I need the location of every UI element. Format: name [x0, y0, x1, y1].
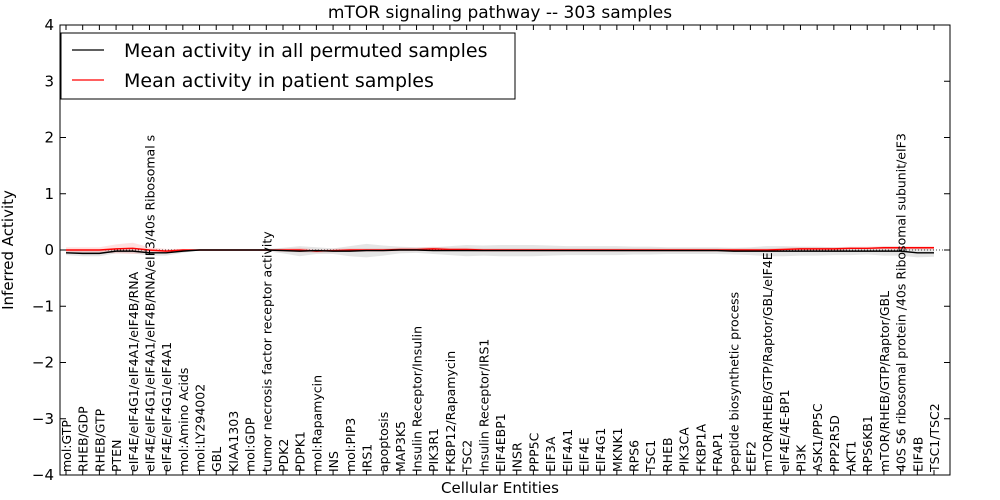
y-tick-label: −2: [32, 354, 54, 372]
category-label: PDPK1: [293, 431, 308, 472]
category-label: TSC1: [643, 440, 658, 473]
legend: Mean activity in all permuted samples Me…: [60, 32, 516, 100]
category-label: Insulin Receptor/IRS1: [476, 339, 491, 472]
legend-label-patient: Mean activity in patient samples: [124, 70, 434, 92]
category-label: PPP2R5D: [827, 415, 842, 472]
category-label: EEF2: [743, 441, 758, 472]
category-label: EIF4A1: [560, 429, 575, 472]
category-label: mol:GDP: [243, 417, 258, 472]
category-label: mol:LY294002: [193, 384, 208, 472]
category-label: GBL: [209, 447, 224, 472]
category-label: mol:PIP3: [343, 418, 358, 472]
category-label: mTOR/RHEB/GTP/Raptor/GBL/eIF4E: [760, 252, 775, 472]
category-label: EIF4EBP1: [493, 413, 508, 472]
x-axis-label: Cellular Entities: [441, 479, 559, 497]
category-label: TSC1/TSC2: [927, 403, 942, 473]
category-label: Insulin Receptor/Insulin: [410, 326, 425, 472]
category-label: mol:Rapamycin: [309, 375, 324, 472]
category-label: EIF3A: [543, 436, 558, 472]
y-tick-label: 4: [44, 16, 54, 34]
category-label: KIAA1303: [226, 411, 241, 472]
category-label: PIK3R1: [426, 428, 441, 472]
category-label: FKBP12/Rapamycin: [443, 351, 458, 472]
category-label: MAP3K5: [393, 421, 408, 472]
category-label: ASK1/PP5C: [810, 403, 825, 472]
category-labels: mol:GTP RHEB/GDP RHEB/GTP PTEN eIF4E/eIF4G1/…: [59, 133, 942, 473]
y-axis-label: Inferred Activity: [0, 190, 17, 310]
y-tick-label: 2: [44, 129, 54, 147]
category-label: EIF4B: [910, 437, 925, 472]
category-label: EIF4G1: [593, 428, 608, 472]
legend-box: [60, 32, 516, 100]
y-tick-label: −1: [32, 297, 54, 315]
category-label: peptide biosynthetic process: [727, 292, 742, 472]
category-label: FRAP1: [710, 433, 725, 472]
category-label: AKT1: [844, 441, 859, 472]
category-label: eIF4E/eIF4G1/eIF4A1/eIF4B/RNA/eIF3/40s R…: [142, 135, 157, 472]
y-tick-label: 1: [44, 185, 54, 203]
category-label: mTOR/RHEB/GTP/Raptor/GBL: [877, 291, 892, 472]
category-label: PPP5C: [526, 432, 541, 472]
legend-label-permuted: Mean activity in all permuted samples: [124, 40, 487, 62]
category-label: PDK2: [276, 439, 291, 472]
category-label: PI3K: [793, 444, 808, 472]
category-label: IRS1: [359, 444, 374, 472]
category-label: tumor necrosis factor receptor activity: [259, 231, 274, 472]
category-label: INS: [326, 451, 341, 472]
category-label: RPS6: [627, 440, 642, 472]
y-tick-label: 0: [44, 241, 54, 259]
y-tick-label: −3: [32, 410, 54, 428]
category-label: FKBP1A: [693, 424, 708, 472]
category-label: RHEB/GTP: [92, 408, 107, 472]
y-tick-label: 3: [44, 72, 54, 90]
category-label: INSR: [510, 442, 525, 472]
category-label: eIF4E/4E-BP1: [777, 389, 792, 472]
category-label: mol:GTP: [59, 420, 74, 472]
category-label: MKNK1: [610, 428, 625, 472]
category-label: RPS6KB1: [860, 415, 875, 472]
series-lines: [60, 247, 950, 255]
category-label: eIF4E/eIF4G1/eIF4A1: [159, 342, 174, 472]
x-axis-ticks: [65, 25, 935, 475]
y-tick-label: −4: [32, 466, 54, 484]
category-label: mol:Amino Acids: [176, 368, 191, 472]
category-label: RHEB/GDP: [76, 406, 91, 472]
category-label: apoptosis: [376, 412, 391, 472]
chart-title: mTOR signaling pathway -- 303 samples: [328, 3, 672, 23]
category-label: EIF4E: [576, 437, 591, 472]
category-label: eIF4E/eIF4G1/eIF4A1/eIF4B/RNA: [126, 271, 141, 472]
category-label: 40S S6 ribosomal protein /40s Ribosomal …: [894, 133, 909, 472]
y-axis: 4 3 2 1 0 −1 −2 −3 −4: [32, 16, 950, 484]
category-label: PIK3CA: [677, 427, 692, 472]
series-line-permuted: [65, 249, 934, 255]
category-label: TSC2: [460, 440, 475, 473]
category-label: PTEN: [109, 440, 124, 472]
category-label: RHEB: [660, 437, 675, 472]
